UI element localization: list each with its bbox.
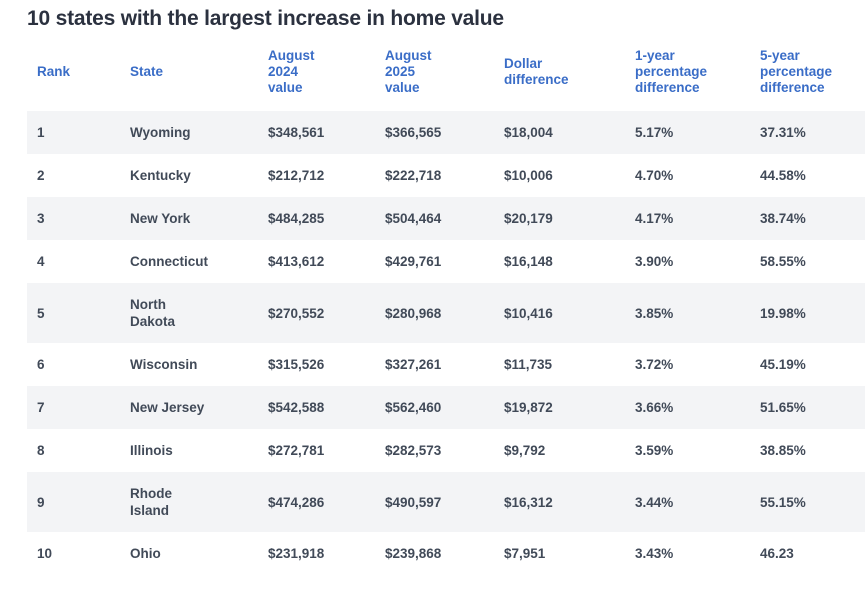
table-row: 2 Kentucky $212,712 $222,718 $10,006 4.7… xyxy=(27,154,865,197)
rank-cell: 5 xyxy=(27,283,130,343)
five-year-pct-cell: 37.31% xyxy=(760,111,865,154)
table-row: 5 North Dakota $270,552 $280,968 $10,416… xyxy=(27,283,865,343)
one-year-pct-cell: 3.66% xyxy=(635,386,760,429)
august-2025-value-cell: $504,464 xyxy=(385,197,504,240)
dollar-difference-cell: $7,951 xyxy=(504,546,546,561)
one-year-pct-cell: 4.17% xyxy=(635,197,760,240)
august-2025-value-cell: $327,261 xyxy=(385,357,442,372)
august-2024-value-cell: $484,285 xyxy=(268,197,385,240)
column-header-august-2024-value: August 2024 value xyxy=(268,48,315,95)
august-2024-value-cell: $474,286 xyxy=(268,472,385,532)
august-2025-value-cell: $429,761 xyxy=(385,254,442,269)
rank-cell: 10 xyxy=(37,546,53,561)
dollar-difference-cell: $18,004 xyxy=(504,111,635,154)
table-row: 1 Wyoming $348,561 $366,565 $18,004 5.17… xyxy=(27,111,865,154)
august-2025-value-cell: $239,868 xyxy=(385,546,442,561)
state-cell: Rhode Island xyxy=(130,472,268,532)
rank-cell: 6 xyxy=(37,357,45,372)
august-2025-value-cell: $366,565 xyxy=(385,111,504,154)
five-year-pct-cell: 58.55% xyxy=(760,254,806,269)
august-2024-value-cell: $272,781 xyxy=(268,443,325,458)
table-row: 7 New Jersey $542,588 $562,460 $19,872 3… xyxy=(27,386,865,429)
august-2024-value-cell: $542,588 xyxy=(268,386,385,429)
one-year-pct-cell: 3.85% xyxy=(635,283,760,343)
one-year-pct-cell: 3.59% xyxy=(635,443,674,458)
column-header-dollar-difference: Dollar difference xyxy=(504,56,569,87)
table-body: 1 Wyoming $348,561 $366,565 $18,004 5.17… xyxy=(27,111,865,575)
one-year-pct-cell: 3.43% xyxy=(635,546,674,561)
table-row: 10 Ohio $231,918 $239,868 $7,951 3.43% 4… xyxy=(27,532,865,575)
one-year-pct-cell: 3.44% xyxy=(635,472,760,532)
rank-cell: 2 xyxy=(37,168,45,183)
five-year-pct-cell: 38.85% xyxy=(760,443,806,458)
rank-cell: 3 xyxy=(27,197,130,240)
header-row: Rank State August 2024 value August 2025… xyxy=(27,44,865,111)
august-2025-value-cell: $282,573 xyxy=(385,443,442,458)
column-header-1-year-percentage-difference: 1-year percentage difference xyxy=(635,48,708,95)
rank-cell: 4 xyxy=(37,254,45,269)
state-cell: Kentucky xyxy=(130,168,191,183)
table-header: Rank State August 2024 value August 2025… xyxy=(27,44,865,111)
one-year-pct-cell: 5.17% xyxy=(635,111,760,154)
home-value-table: Rank State August 2024 value August 2025… xyxy=(27,44,865,575)
one-year-pct-cell: 4.70% xyxy=(635,168,674,183)
five-year-pct-cell: 45.19% xyxy=(760,357,806,372)
rank-cell: 7 xyxy=(27,386,130,429)
dollar-difference-cell: $20,179 xyxy=(504,197,635,240)
august-2024-value-cell: $315,526 xyxy=(268,357,325,372)
five-year-pct-cell: 19.98% xyxy=(760,283,865,343)
state-cell: New Jersey xyxy=(130,386,268,429)
rank-cell: 1 xyxy=(27,111,130,154)
column-header-august-2025-value: August 2025 value xyxy=(385,48,432,95)
table-row: 8 Illinois $272,781 $282,573 $9,792 3.59… xyxy=(27,429,865,472)
page-title: 10 states with the largest increase in h… xyxy=(27,7,504,30)
state-cell: Wyoming xyxy=(130,111,268,154)
dollar-difference-cell: $10,006 xyxy=(504,168,553,183)
dollar-difference-cell: $10,416 xyxy=(504,283,635,343)
august-2024-value-cell: $348,561 xyxy=(268,111,385,154)
rank-cell: 9 xyxy=(27,472,130,532)
august-2025-value-cell: $490,597 xyxy=(385,472,504,532)
state-cell: Ohio xyxy=(130,546,161,561)
table-row: 9 Rhode Island $474,286 $490,597 $16,312… xyxy=(27,472,865,532)
five-year-pct-cell: 44.58% xyxy=(760,168,806,183)
august-2024-value-cell: $270,552 xyxy=(268,283,385,343)
dollar-difference-cell: $9,792 xyxy=(504,443,546,458)
column-header-rank: Rank xyxy=(37,64,71,79)
table-row: 3 New York $484,285 $504,464 $20,179 4.1… xyxy=(27,197,865,240)
five-year-pct-cell: 38.74% xyxy=(760,197,865,240)
august-2024-value-cell: $413,612 xyxy=(268,254,325,269)
dollar-difference-cell: $16,148 xyxy=(504,254,553,269)
state-cell: New York xyxy=(130,197,268,240)
state-cell: North Dakota xyxy=(130,283,268,343)
august-2024-value-cell: $212,712 xyxy=(268,168,325,183)
state-cell: Illinois xyxy=(130,443,173,458)
state-cell: Connecticut xyxy=(130,254,209,269)
five-year-pct-cell: 55.15% xyxy=(760,472,865,532)
table-row: 4 Connecticut $413,612 $429,761 $16,148 … xyxy=(27,240,865,283)
one-year-pct-cell: 3.90% xyxy=(635,254,674,269)
dollar-difference-cell: $19,872 xyxy=(504,386,635,429)
dollar-difference-cell: $16,312 xyxy=(504,472,635,532)
table-row: 6 Wisconsin $315,526 $327,261 $11,735 3.… xyxy=(27,343,865,386)
five-year-pct-cell: 46.23 xyxy=(760,546,794,561)
one-year-pct-cell: 3.72% xyxy=(635,357,674,372)
august-2024-value-cell: $231,918 xyxy=(268,546,325,561)
column-header-5-year-percentage-difference: 5-year percentage difference xyxy=(760,48,833,95)
state-cell: Wisconsin xyxy=(130,357,198,372)
column-header-state: State xyxy=(130,64,164,79)
august-2025-value-cell: $222,718 xyxy=(385,168,442,183)
rank-cell: 8 xyxy=(37,443,45,458)
august-2025-value-cell: $280,968 xyxy=(385,283,504,343)
august-2025-value-cell: $562,460 xyxy=(385,386,504,429)
five-year-pct-cell: 51.65% xyxy=(760,386,865,429)
dollar-difference-cell: $11,735 xyxy=(504,357,553,372)
